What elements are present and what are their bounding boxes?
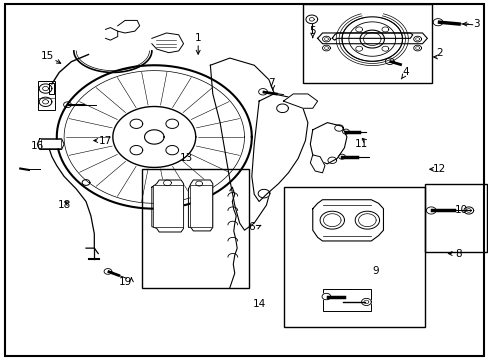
Polygon shape xyxy=(163,180,171,186)
Polygon shape xyxy=(37,139,64,149)
Text: 10: 10 xyxy=(454,206,467,216)
Polygon shape xyxy=(381,46,388,51)
Text: 16: 16 xyxy=(31,141,44,151)
Polygon shape xyxy=(413,36,421,42)
Polygon shape xyxy=(258,89,267,95)
Polygon shape xyxy=(432,19,442,26)
Text: 6: 6 xyxy=(248,222,255,231)
Polygon shape xyxy=(39,84,52,93)
Polygon shape xyxy=(63,102,71,108)
Bar xyxy=(189,185,211,227)
Polygon shape xyxy=(82,180,90,185)
Polygon shape xyxy=(322,293,330,300)
Polygon shape xyxy=(327,157,336,163)
Text: 15: 15 xyxy=(41,51,54,61)
Polygon shape xyxy=(338,154,345,159)
Text: 12: 12 xyxy=(432,164,445,174)
Polygon shape xyxy=(331,33,412,40)
Polygon shape xyxy=(310,123,346,164)
Polygon shape xyxy=(361,298,370,306)
Polygon shape xyxy=(39,97,52,107)
Polygon shape xyxy=(195,181,202,186)
Polygon shape xyxy=(130,145,142,155)
Polygon shape xyxy=(334,125,343,131)
Polygon shape xyxy=(165,145,178,155)
Bar xyxy=(303,4,431,83)
Text: 8: 8 xyxy=(455,248,462,258)
Polygon shape xyxy=(144,130,163,144)
Polygon shape xyxy=(322,45,330,51)
Polygon shape xyxy=(276,104,288,113)
Polygon shape xyxy=(355,27,362,32)
Text: 4: 4 xyxy=(401,67,408,77)
Polygon shape xyxy=(283,94,317,108)
Polygon shape xyxy=(354,211,379,229)
Polygon shape xyxy=(104,269,112,274)
Polygon shape xyxy=(385,58,393,64)
Text: 11: 11 xyxy=(354,139,367,149)
Polygon shape xyxy=(317,33,427,44)
Text: 18: 18 xyxy=(58,200,71,210)
Text: 9: 9 xyxy=(372,266,379,276)
Polygon shape xyxy=(322,36,330,42)
Polygon shape xyxy=(251,94,307,202)
Text: 2: 2 xyxy=(435,48,442,58)
Text: 1: 1 xyxy=(194,33,201,43)
Polygon shape xyxy=(310,155,325,173)
Polygon shape xyxy=(342,129,348,134)
Polygon shape xyxy=(426,207,435,214)
Polygon shape xyxy=(188,180,212,231)
Polygon shape xyxy=(312,200,383,241)
Text: 13: 13 xyxy=(179,153,192,163)
Polygon shape xyxy=(152,180,183,232)
Polygon shape xyxy=(305,15,317,24)
Bar xyxy=(153,185,182,226)
Polygon shape xyxy=(413,45,421,51)
Text: 17: 17 xyxy=(99,136,112,145)
Polygon shape xyxy=(355,46,362,51)
Polygon shape xyxy=(463,207,473,214)
Bar xyxy=(38,81,55,110)
Text: 7: 7 xyxy=(267,78,274,88)
Text: 5: 5 xyxy=(309,26,315,36)
Polygon shape xyxy=(359,30,384,48)
Polygon shape xyxy=(105,28,118,40)
Polygon shape xyxy=(118,21,140,33)
Bar xyxy=(322,289,370,311)
Text: 19: 19 xyxy=(118,277,131,287)
Polygon shape xyxy=(381,27,388,32)
Text: 14: 14 xyxy=(252,299,265,309)
Polygon shape xyxy=(341,17,402,61)
Polygon shape xyxy=(130,119,142,129)
Polygon shape xyxy=(258,189,269,198)
Text: 3: 3 xyxy=(472,19,478,29)
Polygon shape xyxy=(152,33,183,53)
Bar xyxy=(283,187,424,327)
Bar xyxy=(41,139,61,148)
Bar xyxy=(142,169,249,288)
Bar xyxy=(424,184,487,252)
Polygon shape xyxy=(320,211,344,229)
Polygon shape xyxy=(165,119,178,129)
